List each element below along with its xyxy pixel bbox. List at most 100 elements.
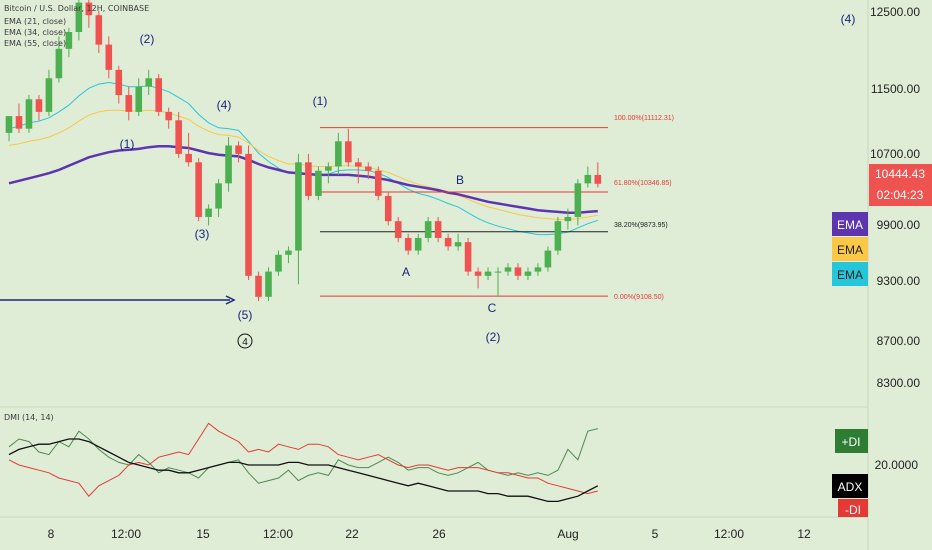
candle-body — [105, 44, 113, 70]
candle-body — [215, 183, 222, 209]
candle-body — [325, 166, 332, 171]
candle-body — [5, 116, 13, 133]
ema55-legend: EMA (55, close) — [4, 39, 67, 48]
ema34-tag-label: EMA — [837, 243, 863, 257]
time-tick: 12:00 — [111, 527, 141, 541]
candle-body — [404, 237, 412, 251]
wave-label-4: (4) — [217, 98, 232, 112]
wave-label-3: (3) — [195, 227, 210, 241]
price-tick: 8700.00 — [877, 334, 921, 348]
fib-label-100: 100.00%(11112.31) — [614, 115, 674, 122]
candle-body — [115, 69, 123, 96]
wave-label-circled-4: 4 — [242, 337, 248, 348]
candle-body — [584, 174, 592, 184]
candle-body — [155, 78, 162, 112]
candle-body — [185, 153, 192, 163]
symbol-title: Bitcoin / U.S. Dollar, 12H, COINBASE — [4, 4, 150, 13]
minus-di-tag — [838, 499, 868, 517]
wave-label-A: A — [402, 265, 410, 279]
wave-label-2-low: (2) — [486, 330, 501, 344]
candle-body — [255, 275, 262, 297]
last-price-tag — [869, 164, 932, 206]
ema55-line — [8, 145, 598, 215]
time-tick: 12 — [797, 527, 811, 541]
candle-body — [315, 170, 322, 196]
ema34-tag — [832, 237, 868, 261]
candle-body — [504, 267, 512, 272]
candle-body — [205, 208, 212, 217]
candle-body — [355, 162, 362, 167]
ema-lines — [8, 81, 598, 236]
wave-label-B: B — [456, 173, 464, 187]
time-tick: 12:00 — [714, 527, 744, 541]
candle-body — [544, 250, 552, 268]
minus-di-tag-label: -DI — [845, 503, 861, 517]
fib-label-0: 0.00%(9108.50) — [614, 294, 664, 301]
wave-label-5: (5) — [238, 308, 253, 322]
price-tick: 8300.00 — [877, 376, 921, 390]
candle-body — [574, 183, 582, 217]
candle-body — [195, 162, 202, 217]
candle-body — [394, 221, 402, 238]
candle-body — [265, 271, 272, 297]
circled-wave-marker — [237, 333, 253, 349]
candle-body — [135, 86, 143, 112]
time-tick: Aug — [557, 527, 578, 541]
wave-label-2: (2) — [140, 32, 155, 46]
bar-countdown: 02:04:23 — [877, 188, 924, 202]
candle-body — [225, 145, 232, 184]
ema34-legend: EMA (34, close) — [4, 28, 67, 37]
candle-body — [554, 221, 562, 251]
candle-body — [25, 99, 33, 129]
ema21-tag — [832, 262, 868, 286]
candle-body — [235, 145, 242, 154]
candle-body — [364, 166, 372, 171]
candle-body — [335, 141, 342, 167]
candle-body — [285, 250, 292, 255]
time-tick: 15 — [196, 527, 210, 541]
dmi-tick: 20.0000 — [875, 458, 919, 472]
candle-body — [85, 2, 93, 16]
candle-body — [564, 216, 572, 222]
candle-body — [35, 99, 43, 112]
candle-body — [95, 15, 103, 45]
candle-body — [424, 221, 432, 238]
candle-body — [444, 237, 452, 247]
price-tick: 11500.00 — [871, 82, 920, 96]
price-tick: 9900.00 — [877, 218, 921, 232]
candle-body — [524, 271, 532, 276]
candle-body — [245, 153, 252, 276]
candle-body — [275, 254, 282, 272]
price-tick: 10700.00 — [870, 147, 920, 161]
fib-label-382: 38.20%(9873.95) — [614, 222, 668, 229]
candle-body — [165, 111, 172, 121]
price-tick: 12500.00 — [870, 5, 920, 19]
candle-body — [295, 162, 302, 251]
candle-body — [474, 271, 482, 276]
fib-label-618: 61.80%(10346.85) — [614, 180, 672, 187]
candle-body — [594, 174, 602, 184]
ema21-legend: EMA (21, close) — [4, 17, 67, 26]
fib-retracement — [320, 127, 608, 297]
time-tick: 22 — [345, 527, 359, 541]
candle-body — [514, 267, 522, 276]
candle-body — [494, 271, 502, 273]
candle-body — [65, 32, 73, 49]
ema55-tag-label: EMA — [837, 218, 863, 232]
time-tick: 8 — [48, 527, 55, 541]
time-tick: 26 — [432, 527, 446, 541]
dmi-lines — [8, 422, 599, 503]
candle-body — [305, 162, 312, 196]
plus-di-tag — [835, 429, 868, 453]
price-tick: 9300.00 — [877, 274, 921, 288]
candle-body — [145, 78, 153, 87]
ema21-tag-label: EMA — [837, 268, 863, 282]
candle-body — [345, 141, 352, 163]
wave-label-C: C — [488, 301, 497, 315]
plus-di-line — [8, 428, 598, 484]
adx-tag — [832, 474, 868, 498]
adx-tag-label: ADX — [838, 480, 863, 494]
candle-body — [75, 2, 83, 33]
wave-label-1-low: (1) — [120, 137, 135, 151]
